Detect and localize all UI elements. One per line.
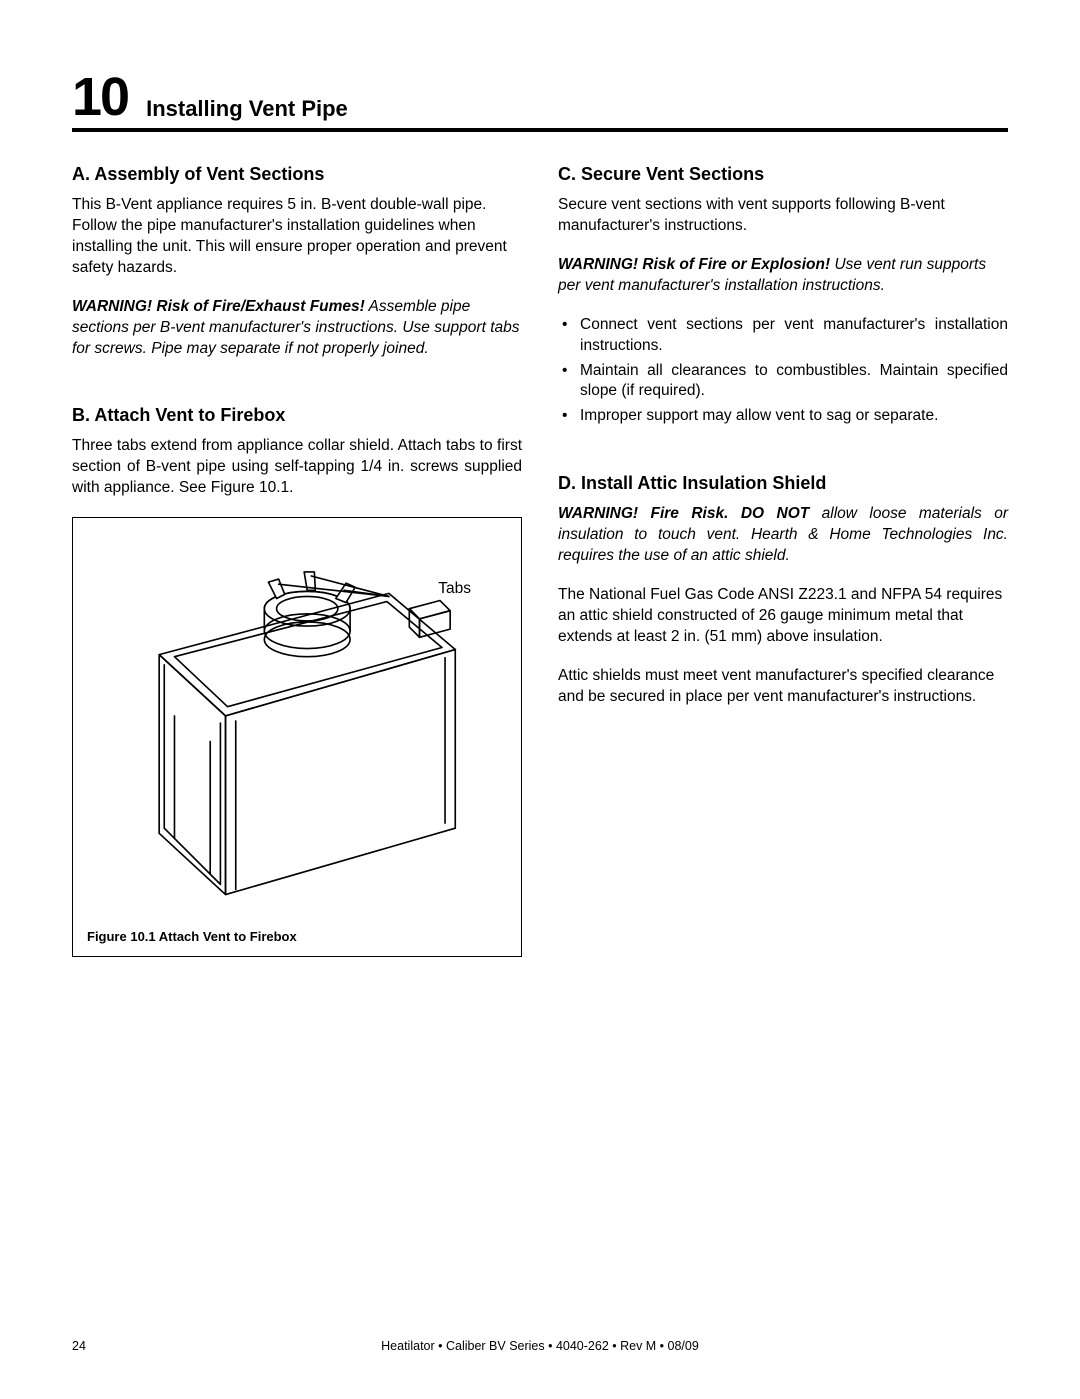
- section-b-body: Three tabs extend from appliance collar …: [72, 436, 522, 499]
- section-d-body2: Attic shields must meet vent manufacture…: [558, 666, 1008, 708]
- section-b-heading: B. Attach Vent to Firebox: [72, 405, 522, 426]
- section-d-wrap: D. Install Attic Insulation Shield WARNI…: [558, 473, 1008, 707]
- list-item: Improper support may allow vent to sag o…: [558, 406, 1008, 427]
- section-a-body: This B-Vent appliance requires 5 in. B-v…: [72, 195, 522, 279]
- section-d-body1: The National Fuel Gas Code ANSI Z223.1 a…: [558, 585, 1008, 648]
- right-column: C. Secure Vent Sections Secure vent sect…: [558, 156, 1008, 957]
- section-c-bullets: Connect vent sections per vent manufactu…: [558, 315, 1008, 428]
- figure-caption: Figure 10.1 Attach Vent to Firebox: [87, 929, 297, 944]
- figure-10-1: Tabs: [72, 517, 522, 957]
- chapter-header: 10 Installing Vent Pipe: [72, 70, 1008, 132]
- chapter-title: Installing Vent Pipe: [146, 96, 348, 130]
- section-c-heading: C. Secure Vent Sections: [558, 164, 1008, 185]
- left-column: A. Assembly of Vent Sections This B-Vent…: [72, 156, 522, 957]
- page-number: 24: [72, 1339, 132, 1353]
- section-c-body: Secure vent sections with vent supports …: [558, 195, 1008, 237]
- page-footer: 24 Heatilator • Caliber BV Series • 4040…: [72, 1339, 1008, 1353]
- list-item: Connect vent sections per vent manufactu…: [558, 315, 1008, 357]
- footer-right-spacer: [948, 1339, 1008, 1353]
- content-columns: A. Assembly of Vent Sections This B-Vent…: [72, 156, 1008, 957]
- section-a-heading: A. Assembly of Vent Sections: [72, 164, 522, 185]
- section-d-warning: WARNING! Fire Risk. DO NOT allow loose m…: [558, 504, 1008, 567]
- section-c-warning: WARNING! Risk of Fire or Explosion! Use …: [558, 255, 1008, 297]
- list-item: Maintain all clearances to combustibles.…: [558, 361, 1008, 403]
- section-a-warning: WARNING! Risk of Fire/Exhaust Fumes! Ass…: [72, 297, 522, 360]
- section-b-wrap: B. Attach Vent to Firebox Three tabs ext…: [72, 405, 522, 957]
- section-d-heading: D. Install Attic Insulation Shield: [558, 473, 1008, 494]
- chapter-number: 10: [72, 70, 128, 124]
- firebox-diagram-icon: [103, 536, 491, 906]
- footer-center-text: Heatilator • Caliber BV Series • 4040-26…: [132, 1339, 948, 1353]
- section-c-warning-label: WARNING! Risk of Fire or Explosion!: [558, 256, 830, 273]
- section-d-warning-label: WARNING! Fire Risk. DO NOT: [558, 505, 809, 522]
- section-a-warning-label: WARNING! Risk of Fire/Exhaust Fumes!: [72, 298, 365, 315]
